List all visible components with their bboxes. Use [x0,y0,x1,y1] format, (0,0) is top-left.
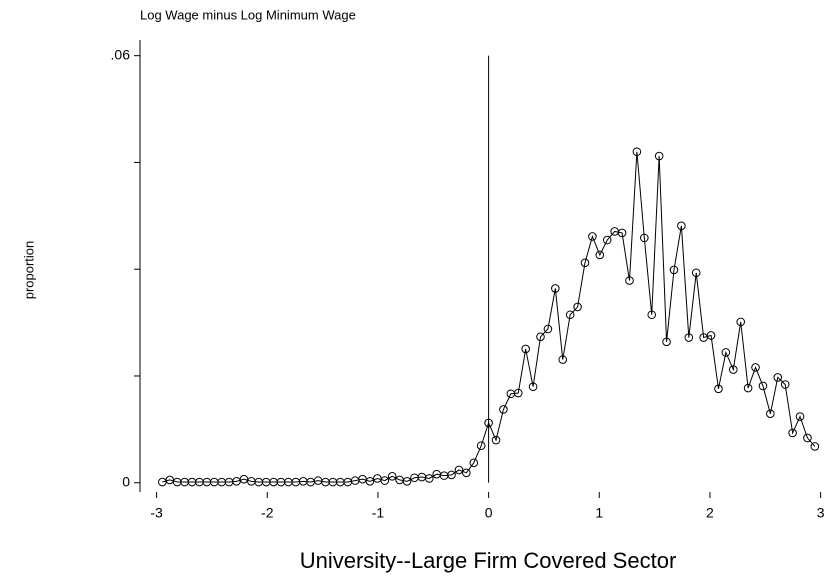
x-tick-label: 1 [595,505,603,521]
data-point [158,477,167,487]
data-point [758,381,768,391]
data-point [743,383,753,393]
x-tick-label: 0 [485,505,493,521]
data-point [654,151,664,161]
x-tick-label: 2 [706,505,714,521]
data-point [625,276,634,285]
data-point [595,250,605,260]
data-point [721,348,731,357]
data-point [684,333,694,342]
data-point [387,472,397,481]
data-point [462,468,471,478]
data-point [565,310,575,320]
data-point [499,405,508,414]
data-point [810,442,820,451]
data-point [677,221,686,231]
data-point [647,310,657,320]
data-point [528,382,538,391]
data-point [521,344,530,354]
data-point [447,470,456,480]
data-point [491,435,501,445]
data-point [454,465,464,475]
data-point [751,363,760,372]
data-point [484,418,493,428]
data-point [773,373,783,382]
data-point [551,284,560,293]
data-point [803,433,812,443]
data-point [469,458,479,468]
data-point [365,477,375,486]
y-axis-label: proportion [21,241,36,300]
data-point [476,441,486,451]
x-tick-label: -3 [150,505,163,521]
data-point [617,228,627,238]
data-point [380,476,390,485]
data-point [736,317,746,327]
chart-title: Log Wage minus Log Minimum Wage [140,7,356,22]
data-point [780,380,790,389]
data-point [558,355,568,364]
data-point [766,409,775,419]
x-tick-label: -1 [372,505,385,521]
data-point [402,477,412,486]
data-point [669,265,679,275]
x-axis-label: University--Large Firm Covered Sector [300,548,677,573]
data-line [162,151,816,483]
data-point [691,268,701,278]
data-point [573,302,582,312]
data-point [706,331,716,340]
data-point [513,388,523,398]
y-tick-label: 0 [122,473,130,489]
data-point [714,384,723,394]
y-tick-label: .06 [111,46,131,62]
x-tick-label: -2 [261,505,274,521]
data-point [588,232,597,241]
data-point [788,428,797,438]
data-point [543,324,553,334]
data-point [602,235,612,245]
data-point [632,147,642,157]
x-tick-label: 3 [817,505,825,521]
data-point [728,365,738,374]
data-point [536,332,545,342]
data-point [640,233,649,243]
data-point [424,474,434,483]
data-point [795,412,805,421]
data-point [580,258,590,268]
data-point [662,337,671,347]
